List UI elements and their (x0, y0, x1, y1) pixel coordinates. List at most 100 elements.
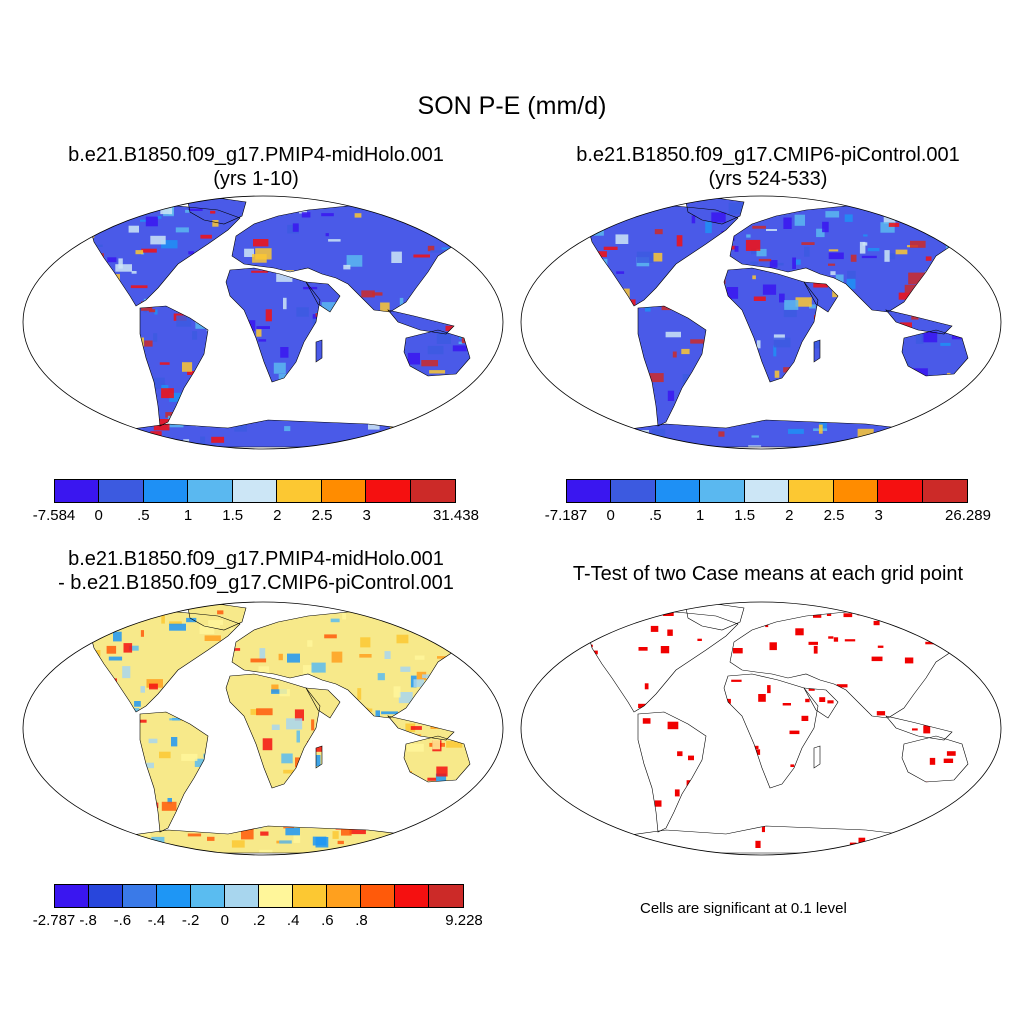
map-land-layer (87, 603, 493, 854)
colorbar-box (157, 885, 191, 907)
colorbar-tick-label: 1 (695, 507, 705, 524)
colorbar-box (833, 480, 879, 502)
landmass-south-america (638, 306, 706, 426)
colorbar-box (700, 480, 745, 502)
ttest-note: Cells are significant at 0.1 level (640, 900, 847, 917)
colorbar-box (55, 885, 89, 907)
landmass-greenland (686, 604, 744, 630)
panel3-subtitle: - b.e21.B1850.f09_g17.CMIP6-piControl.00… (58, 572, 454, 594)
panel4-title: T-Test of two Case means at each grid po… (572, 563, 964, 585)
landmass-north-america (88, 206, 240, 306)
landmass-new-zealand (978, 780, 990, 800)
colorbar-box (225, 885, 259, 907)
colorbar-tick-label: -.6 (113, 912, 132, 929)
map-frame (520, 601, 1002, 856)
colorbar-tick-label: .5 (649, 507, 662, 524)
colorbar-box (232, 480, 278, 502)
colorbar-tick-label: 31.438 (433, 507, 479, 524)
colorbar-tick-label: 9.228 (445, 912, 483, 929)
landmass-arabia (804, 688, 838, 718)
colorbar-tick-label: .8 (355, 912, 368, 929)
panel3-title: b.e21.B1850.f09_g17.PMIP4-midHolo.001 (68, 548, 444, 570)
landmass-africa (226, 268, 320, 382)
colorbar-box (89, 885, 123, 907)
landmass-greenland (188, 604, 246, 630)
colorbar-tick-label: 2 (785, 507, 794, 524)
colorbar-tick-label: .2 (252, 912, 266, 929)
panel1-subtitle: (yrs 1-10) (213, 168, 299, 190)
colorbar-box (611, 480, 656, 502)
colorbar-box (567, 480, 612, 502)
panel1-map (22, 195, 504, 450)
map-frame (520, 195, 1002, 450)
landmass-arabia (306, 688, 340, 718)
landmass-new-zealand (480, 780, 492, 800)
colorbar-tick-label: .5 (137, 507, 150, 524)
colorbar-box (744, 480, 790, 502)
colorbar-tick-label: -.2 (181, 912, 200, 929)
colorbar-box (123, 885, 157, 907)
colorbar-tick-label: 1.5 (734, 507, 756, 524)
colorbar-box (55, 480, 100, 502)
landmass-south-america (140, 712, 208, 832)
colorbar-tick-label: 2 (273, 507, 282, 524)
map-land-layer (87, 197, 493, 448)
colorbar-panel2 (566, 479, 968, 503)
landmass-africa (724, 268, 818, 382)
colorbar-box (99, 480, 144, 502)
landmass-madagascar (814, 746, 820, 768)
colorbar-box (143, 480, 189, 502)
figure-title: SON P-E (mm/d) (417, 92, 607, 120)
colorbar-tick-label: 3 (874, 507, 883, 524)
landmass-north-america (586, 612, 738, 712)
landmass-north-america (88, 612, 240, 712)
panel2-subtitle: (yrs 524-533) (708, 168, 828, 190)
colorbar-tick-label: 3 (362, 507, 371, 524)
colorbar-tick-label: -.4 (147, 912, 166, 929)
colorbar-box (789, 480, 834, 502)
colorbar-box (410, 480, 455, 502)
landmass-indonesia (886, 716, 952, 740)
colorbar-tick-label: -2.787 (32, 912, 76, 929)
colorbar-box (321, 480, 367, 502)
colorbar-tick-label: 0 (606, 507, 615, 524)
colorbar-box (655, 480, 701, 502)
landmass-arabia (804, 282, 838, 312)
colorbar-box (188, 480, 233, 502)
colorbar-tick-label: -.8 (79, 912, 97, 929)
colorbar-tick-label: 0 (94, 507, 103, 524)
panel1-title: b.e21.B1850.f09_g17.PMIP4-midHolo.001 (68, 144, 444, 166)
landmass-indonesia (388, 310, 454, 334)
landmass-greenland (188, 198, 246, 224)
colorbar-box (429, 885, 463, 907)
colorbar-box (878, 480, 923, 502)
colorbar-box (366, 480, 411, 502)
colorbar-tick-label: 1 (183, 507, 193, 524)
landmass-africa (724, 674, 818, 788)
landmass-eurasia (730, 610, 966, 718)
colorbar-tick-label: 2.5 (823, 507, 845, 524)
landmass-madagascar (316, 340, 322, 362)
map-frame (22, 195, 504, 450)
landmass-south-america (638, 712, 706, 832)
panel3-map (22, 601, 504, 856)
colorbar-panel3 (54, 884, 464, 908)
colorbar-tick-label: 1.5 (222, 507, 244, 524)
colorbar-box (191, 885, 225, 907)
colorbar-tick-label: 2.5 (311, 507, 333, 524)
landmass-new-zealand (978, 374, 990, 394)
landmass-indonesia (886, 310, 952, 334)
colorbar-tick-label: 0 (220, 912, 229, 929)
colorbar-box (395, 885, 429, 907)
colorbar-box (361, 885, 395, 907)
colorbar-box (277, 480, 322, 502)
colorbar-tick-label: 26.289 (945, 507, 991, 524)
panel2-map (520, 195, 1002, 450)
panel4-map (520, 601, 1002, 856)
colorbar-tick-label: .4 (286, 912, 300, 929)
colorbar-box (259, 885, 293, 907)
map-frame (22, 601, 504, 856)
colorbar-tick-label: -7.584 (32, 507, 76, 524)
map-land-layer (585, 197, 991, 448)
colorbar-box (293, 885, 327, 907)
